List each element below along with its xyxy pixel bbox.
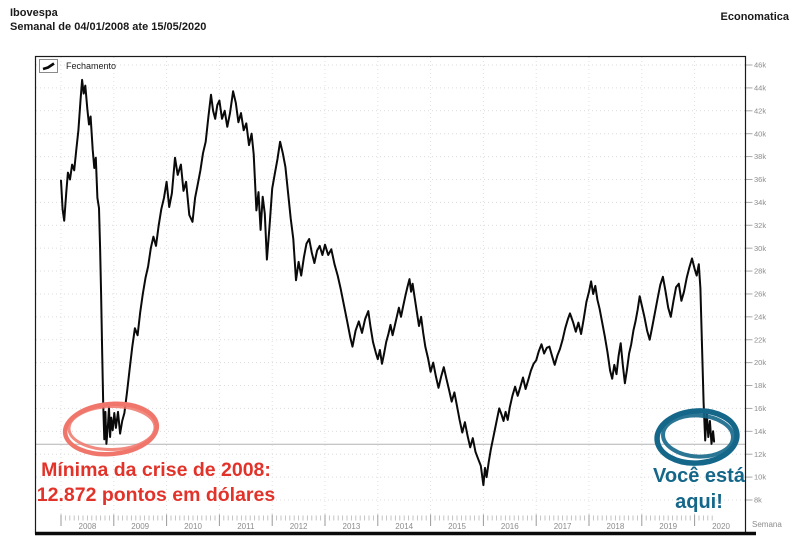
annotation-crisis-line1: Mínima da crise de 2008: bbox=[41, 459, 271, 481]
x-year-label: 2013 bbox=[343, 522, 361, 531]
y-tick-label: 38k bbox=[754, 152, 766, 161]
x-year-label: 2017 bbox=[554, 522, 572, 531]
y-tick-label: 20k bbox=[754, 358, 766, 367]
x-axis-unit-label: Semana bbox=[752, 520, 782, 529]
x-year-label: 2016 bbox=[501, 522, 519, 531]
chart-legend: Fechamento bbox=[39, 59, 116, 73]
legend-label: Fechamento bbox=[66, 61, 117, 71]
crisis-ellipse-inner bbox=[67, 404, 157, 452]
x-year-label: 2011 bbox=[237, 522, 255, 531]
y-tick-label: 30k bbox=[754, 244, 766, 253]
y-tick-label: 40k bbox=[754, 129, 766, 138]
x-year-label: 2015 bbox=[448, 522, 466, 531]
y-tick-label: 36k bbox=[754, 175, 766, 184]
annotation-here-line1: Você está bbox=[653, 465, 745, 487]
x-year-label: 2014 bbox=[395, 522, 413, 531]
x-year-label: 2019 bbox=[659, 522, 677, 531]
y-tick-label: 16k bbox=[754, 404, 766, 413]
annotation-here-line2: aqui! bbox=[675, 490, 723, 513]
crisis-ellipse bbox=[62, 401, 160, 457]
x-year-label: 2010 bbox=[184, 522, 202, 531]
y-tick-label: 18k bbox=[754, 381, 766, 390]
line-series-icon bbox=[39, 59, 58, 73]
y-tick-label: 12k bbox=[754, 450, 766, 459]
y-tick-label: 22k bbox=[754, 335, 766, 344]
x-year-label: 2008 bbox=[79, 522, 97, 531]
y-tick-label: 26k bbox=[754, 290, 766, 299]
you-are-here-ellipse-inner bbox=[661, 413, 735, 459]
you-are-here-ellipse bbox=[654, 408, 740, 466]
page-subtitle: Semanal de 04/01/2008 ate 15/05/2020 bbox=[10, 21, 207, 33]
y-tick-label: 42k bbox=[754, 106, 766, 115]
y-tick-label: 24k bbox=[754, 312, 766, 321]
y-tick-label: 44k bbox=[754, 84, 766, 93]
x-year-label: 2012 bbox=[290, 522, 308, 531]
y-tick-label: 32k bbox=[754, 221, 766, 230]
y-tick-label: 46k bbox=[754, 61, 766, 70]
x-year-label: 2018 bbox=[607, 522, 625, 531]
annotation-you-are-here: Você está aqui! bbox=[627, 464, 771, 515]
brand-label: Economatica bbox=[720, 11, 789, 23]
page-title: Ibovespa bbox=[10, 7, 58, 19]
y-tick-label: 34k bbox=[754, 198, 766, 207]
annotation-crisis-line2: 12.872 pontos em dólares bbox=[36, 483, 276, 506]
annotation-crisis-2008: Mínima da crise de 2008: 12.872 pontos e… bbox=[32, 458, 280, 508]
x-year-label: 2009 bbox=[131, 522, 149, 531]
y-tick-label: 10k bbox=[754, 473, 766, 482]
x-year-label: 2020 bbox=[712, 522, 730, 531]
y-tick-label: 28k bbox=[754, 267, 766, 276]
price-line bbox=[60, 78, 716, 487]
y-tick-label: 8k bbox=[754, 496, 762, 505]
y-tick-label: 14k bbox=[754, 427, 766, 436]
